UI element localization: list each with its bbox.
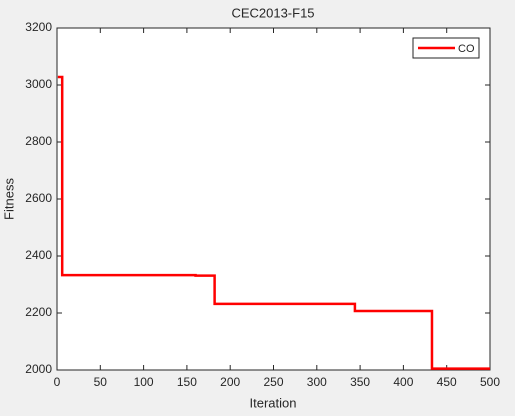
data-line [57,75,490,370]
y-tick-label: 2000 [25,362,52,376]
legend-label: CO [458,43,475,55]
y-tick-label: 3000 [25,77,52,91]
x-tick-label: 300 [307,375,327,389]
x-axis-label: Iteration [250,395,297,410]
y-tick-label: 2400 [25,248,52,262]
y-tick-label: 3200 [25,20,52,34]
y-tick-label: 2800 [25,134,52,148]
x-tick-label: 150 [177,375,197,389]
chart-title: CEC2013-F15 [231,5,314,20]
x-tick-label: 0 [54,375,61,389]
x-tick-label: 450 [437,375,457,389]
x-tick-label: 250 [263,375,283,389]
x-tick-label: 400 [393,375,413,389]
y-tick-label: 2600 [25,191,52,205]
x-tick-label: 100 [134,375,154,389]
plot-area [56,27,491,371]
x-tick-label: 50 [94,375,108,389]
y-tick-label: 2200 [25,305,52,319]
x-tick-label: 200 [220,375,240,389]
x-tick-label: 350 [350,375,370,389]
x-tick-label: 500 [480,375,500,389]
y-axis-label: Fitness [1,178,16,220]
